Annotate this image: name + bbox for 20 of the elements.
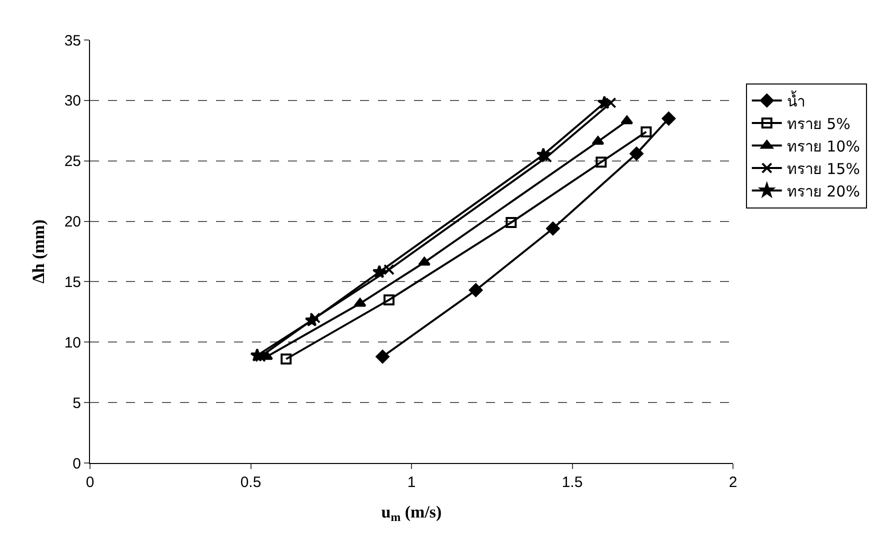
x-tick-label: 1 [407,474,416,491]
legend-label: ทราย 20% [786,182,860,200]
x-tick-label: 2 [728,474,738,491]
legend-label: ทราย 15% [786,160,860,178]
y-tick-label: 5 [72,394,81,412]
y-axis-title: Δh (mm) [28,219,48,284]
legend-label: ทราย 5% [786,114,850,133]
y-tick-label: 25 [64,153,81,170]
y-tick-label: 30 [64,92,81,110]
y-tick-label: 20 [64,214,81,231]
legend-label: ทราย 10% [786,137,860,156]
x-tick-label: 1.5 [562,474,583,491]
y-tick-label: 35 [64,32,81,50]
x-tick-label: 0 [86,474,94,491]
x-axis-title: u$_{m}$ (m/s) [381,502,442,524]
y-tick-label: 15 [64,274,81,291]
y-tick-label: 10 [64,334,81,352]
x-tick-label: 0.5 [240,474,262,491]
legend-label: น้ำ [786,90,805,110]
y-tick-label: 0 [72,455,81,472]
